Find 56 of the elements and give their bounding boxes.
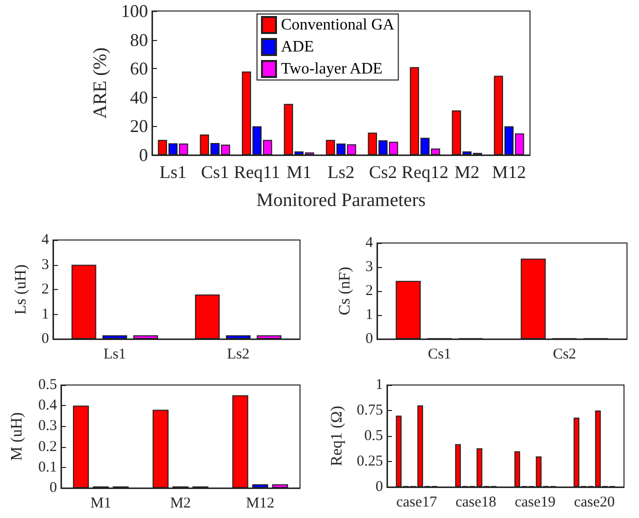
x-tick-label: case18 (455, 494, 496, 510)
x-tick-label: Cs1 (200, 162, 230, 182)
y-axis-title: Ls (uH) (12, 264, 30, 315)
x-tick-label: Ls1 (160, 162, 186, 182)
x-tick-label: Ls2 (328, 162, 354, 182)
x-tick-label: Cs2 (368, 162, 398, 182)
x-tick-label: Req12 (402, 162, 448, 182)
y-tick-label: 60 (130, 58, 148, 79)
y-tick-label: 0 (50, 480, 57, 496)
y-tick-label: 1 (376, 377, 383, 393)
y-axis-title: Cs (nF) (336, 266, 354, 316)
y-tick-label: 1 (366, 307, 373, 323)
x-tick-label: case17 (396, 494, 438, 510)
y-tick-label: 1 (42, 306, 49, 322)
x-tick-label: M1 (90, 496, 112, 512)
x-tick-label: Cs1 (428, 346, 452, 362)
legend-label: Conventional GA (281, 16, 395, 34)
legend-label: Two-layer ADE (281, 60, 383, 78)
y-tick-label: 0.3 (38, 418, 57, 434)
y-tick-label: 0.25 (356, 454, 383, 470)
x-tick-label: M12 (246, 496, 274, 512)
y-tick-label: 0.2 (38, 438, 57, 455)
y-tick-label: 0.1 (38, 459, 57, 476)
x-tick-label: Ls2 (227, 346, 250, 362)
x-tick-label: M2 (170, 496, 191, 512)
y-tick-label: 2 (366, 283, 373, 299)
x-tick-label: Ls1 (104, 346, 126, 362)
x-axis-title: Monitored Parameters (256, 190, 426, 211)
y-tick-label: 2 (42, 282, 49, 298)
y-tick-label: 80 (130, 30, 148, 50)
x-tick-label: M1 (286, 162, 312, 182)
y-tick-label: 3 (366, 259, 373, 275)
x-tick-label: case20 (574, 494, 615, 510)
y-tick-label: 40 (130, 87, 148, 108)
y-tick-label: 0 (376, 479, 383, 495)
y-axis-title: Req1 (Ω) (328, 406, 346, 466)
y-tick-label: 0 (366, 331, 373, 347)
legend-label: ADE (281, 38, 314, 56)
x-tick-label: Req11 (234, 162, 280, 182)
x-tick-label: Cs2 (552, 346, 576, 362)
x-tick-label: M2 (454, 162, 480, 182)
y-tick-label: 0.4 (38, 398, 58, 414)
x-tick-label: case19 (514, 494, 556, 510)
x-tick-label: M12 (492, 162, 526, 182)
y-axis-title: M (uH) (8, 412, 26, 461)
y-tick-label: 4 (42, 232, 50, 248)
y-axis-title: ARE (%) (90, 47, 112, 119)
y-tick-label: 0.75 (356, 402, 383, 418)
y-tick-label: 4 (366, 235, 374, 251)
y-tick-label: 3 (42, 256, 49, 273)
y-tick-label: 100 (121, 1, 148, 21)
y-tick-label: 20 (130, 116, 148, 136)
y-tick-label: 0.5 (38, 377, 57, 393)
y-tick-label: 0.5 (364, 428, 383, 444)
y-tick-label: 0 (139, 145, 148, 165)
y-tick-label: 0 (42, 331, 49, 347)
